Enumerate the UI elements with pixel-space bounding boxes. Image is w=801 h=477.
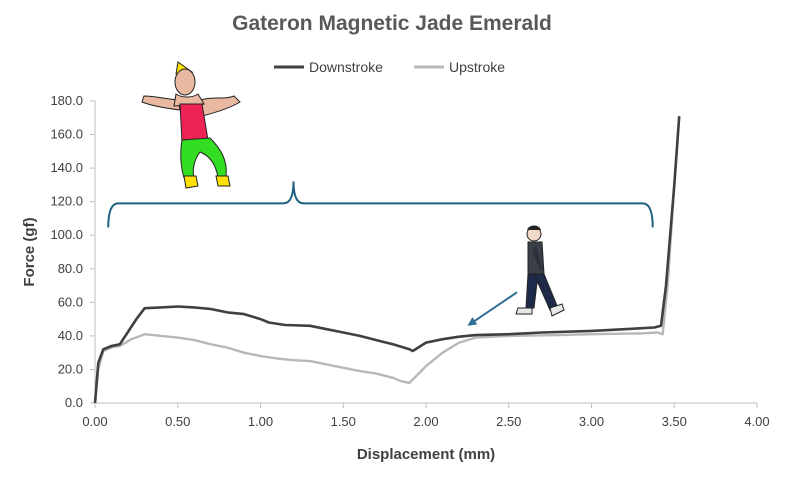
- x-axis-title: Displacement (mm): [357, 446, 495, 463]
- y-tick-label: 180.0: [50, 93, 83, 108]
- x-tick-label: 1.50: [331, 414, 356, 429]
- y-tick-label: 80.0: [58, 261, 83, 276]
- x-tick-label: 3.00: [579, 414, 604, 429]
- y-ticks: 0.0 20.0 40.0 60.0 80.0 100.0 120.0 140.0 160.0 1…: [50, 93, 95, 410]
- y-tick-label: 20.0: [58, 361, 83, 376]
- x-tick-label: 4.00: [744, 414, 769, 429]
- y-tick-label: 160.0: [50, 127, 83, 142]
- y-tick-label: 0.0: [65, 395, 83, 410]
- annotation-layer: [107, 181, 654, 326]
- x-tick-label: 0.00: [82, 414, 107, 429]
- arrow-head: [467, 317, 478, 326]
- legend: Downstroke Upstroke: [274, 59, 505, 75]
- walking-man-icon: [515, 225, 565, 317]
- chart-title: Gateron Magnetic Jade Emerald: [232, 12, 552, 35]
- x-tick-label: 2.00: [413, 414, 438, 429]
- legend-label-downstroke: Downstroke: [309, 59, 383, 75]
- brace-annotation: [107, 181, 654, 228]
- x-ticks: 0.00 0.50 1.00 1.50 2.00 2.50 3.00 3.50 4.00: [82, 403, 770, 429]
- x-tick-label: 0.50: [165, 414, 190, 429]
- y-tick-label: 100.0: [50, 227, 83, 242]
- y-axis-title: Force (gf): [21, 217, 38, 286]
- muscular-man-icon: [141, 61, 241, 189]
- y-tick-label: 40.0: [58, 328, 83, 343]
- y-tick-label: 120.0: [50, 194, 83, 209]
- series-layer: [93, 116, 681, 404]
- legend-label-upstroke: Upstroke: [449, 59, 505, 75]
- x-tick-label: 2.50: [496, 414, 521, 429]
- y-tick-label: 60.0: [58, 294, 83, 309]
- series-line-downstroke: [93, 116, 681, 404]
- y-tick-label: 140.0: [50, 160, 83, 175]
- x-tick-label: 1.00: [248, 414, 273, 429]
- arrow-annotation: [472, 291, 518, 323]
- x-tick-label: 3.50: [662, 414, 687, 429]
- series-line-upstroke: [93, 117, 681, 404]
